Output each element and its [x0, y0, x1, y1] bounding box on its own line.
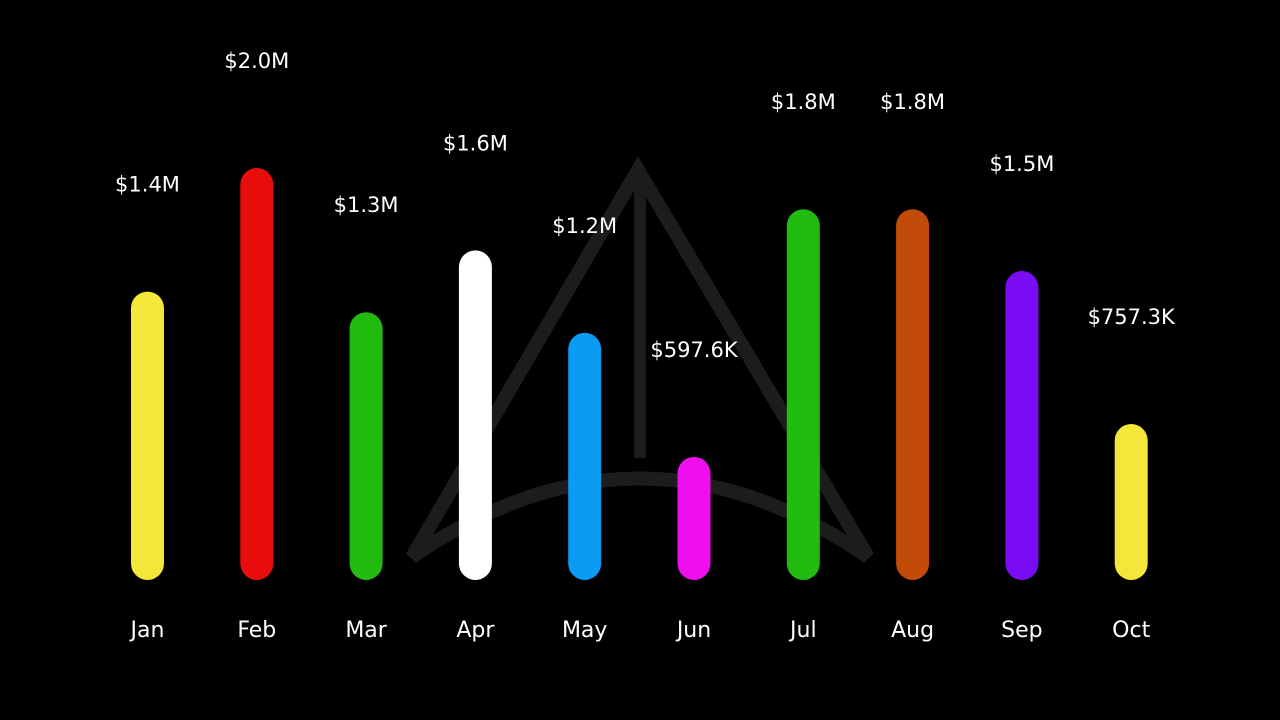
bars-layer	[131, 168, 1148, 580]
month-label-jan: Jan	[129, 618, 165, 643]
month-labels-layer: Jan Feb Mar Apr May Jun Jul Aug Sep Oct	[129, 618, 1151, 643]
bar-jun	[677, 456, 711, 580]
month-label-jul: Jul	[788, 618, 817, 643]
month-label-jun: Jun	[675, 618, 711, 643]
bar-may	[568, 332, 602, 580]
month-label-mar: Mar	[345, 618, 387, 643]
month-label-sep: Sep	[1001, 618, 1042, 643]
month-label-aug: Aug	[891, 618, 934, 643]
value-labels-layer: $1.4M $2.0M $1.3M $1.6M $1.2M $597.6K $1.8M $1.…	[115, 49, 1176, 362]
value-label-jun: $597.6K	[650, 338, 738, 362]
month-label-feb: Feb	[237, 618, 276, 643]
value-label-mar: $1.3M	[334, 193, 399, 217]
bar-mar	[349, 312, 383, 580]
value-label-jan: $1.4M	[115, 173, 180, 197]
bar-sep	[1005, 271, 1039, 580]
bar-jan	[131, 291, 164, 580]
bar-jul	[786, 209, 820, 580]
value-label-feb: $2.0M	[224, 49, 289, 73]
value-label-sep: $1.5M	[989, 152, 1054, 176]
month-label-may: May	[562, 618, 607, 643]
value-label-jul: $1.8M	[771, 90, 836, 114]
bar-oct	[1114, 424, 1148, 580]
month-label-oct: Oct	[1112, 618, 1150, 643]
bar-feb	[240, 168, 274, 580]
value-label-apr: $1.6M	[443, 131, 508, 155]
bar-aug	[896, 209, 930, 580]
month-label-apr: Apr	[456, 618, 495, 643]
value-label-may: $1.2M	[552, 214, 617, 238]
value-label-aug: $1.8M	[880, 90, 945, 114]
bar-apr	[458, 250, 492, 580]
value-label-oct: $757.3K	[1088, 305, 1176, 329]
